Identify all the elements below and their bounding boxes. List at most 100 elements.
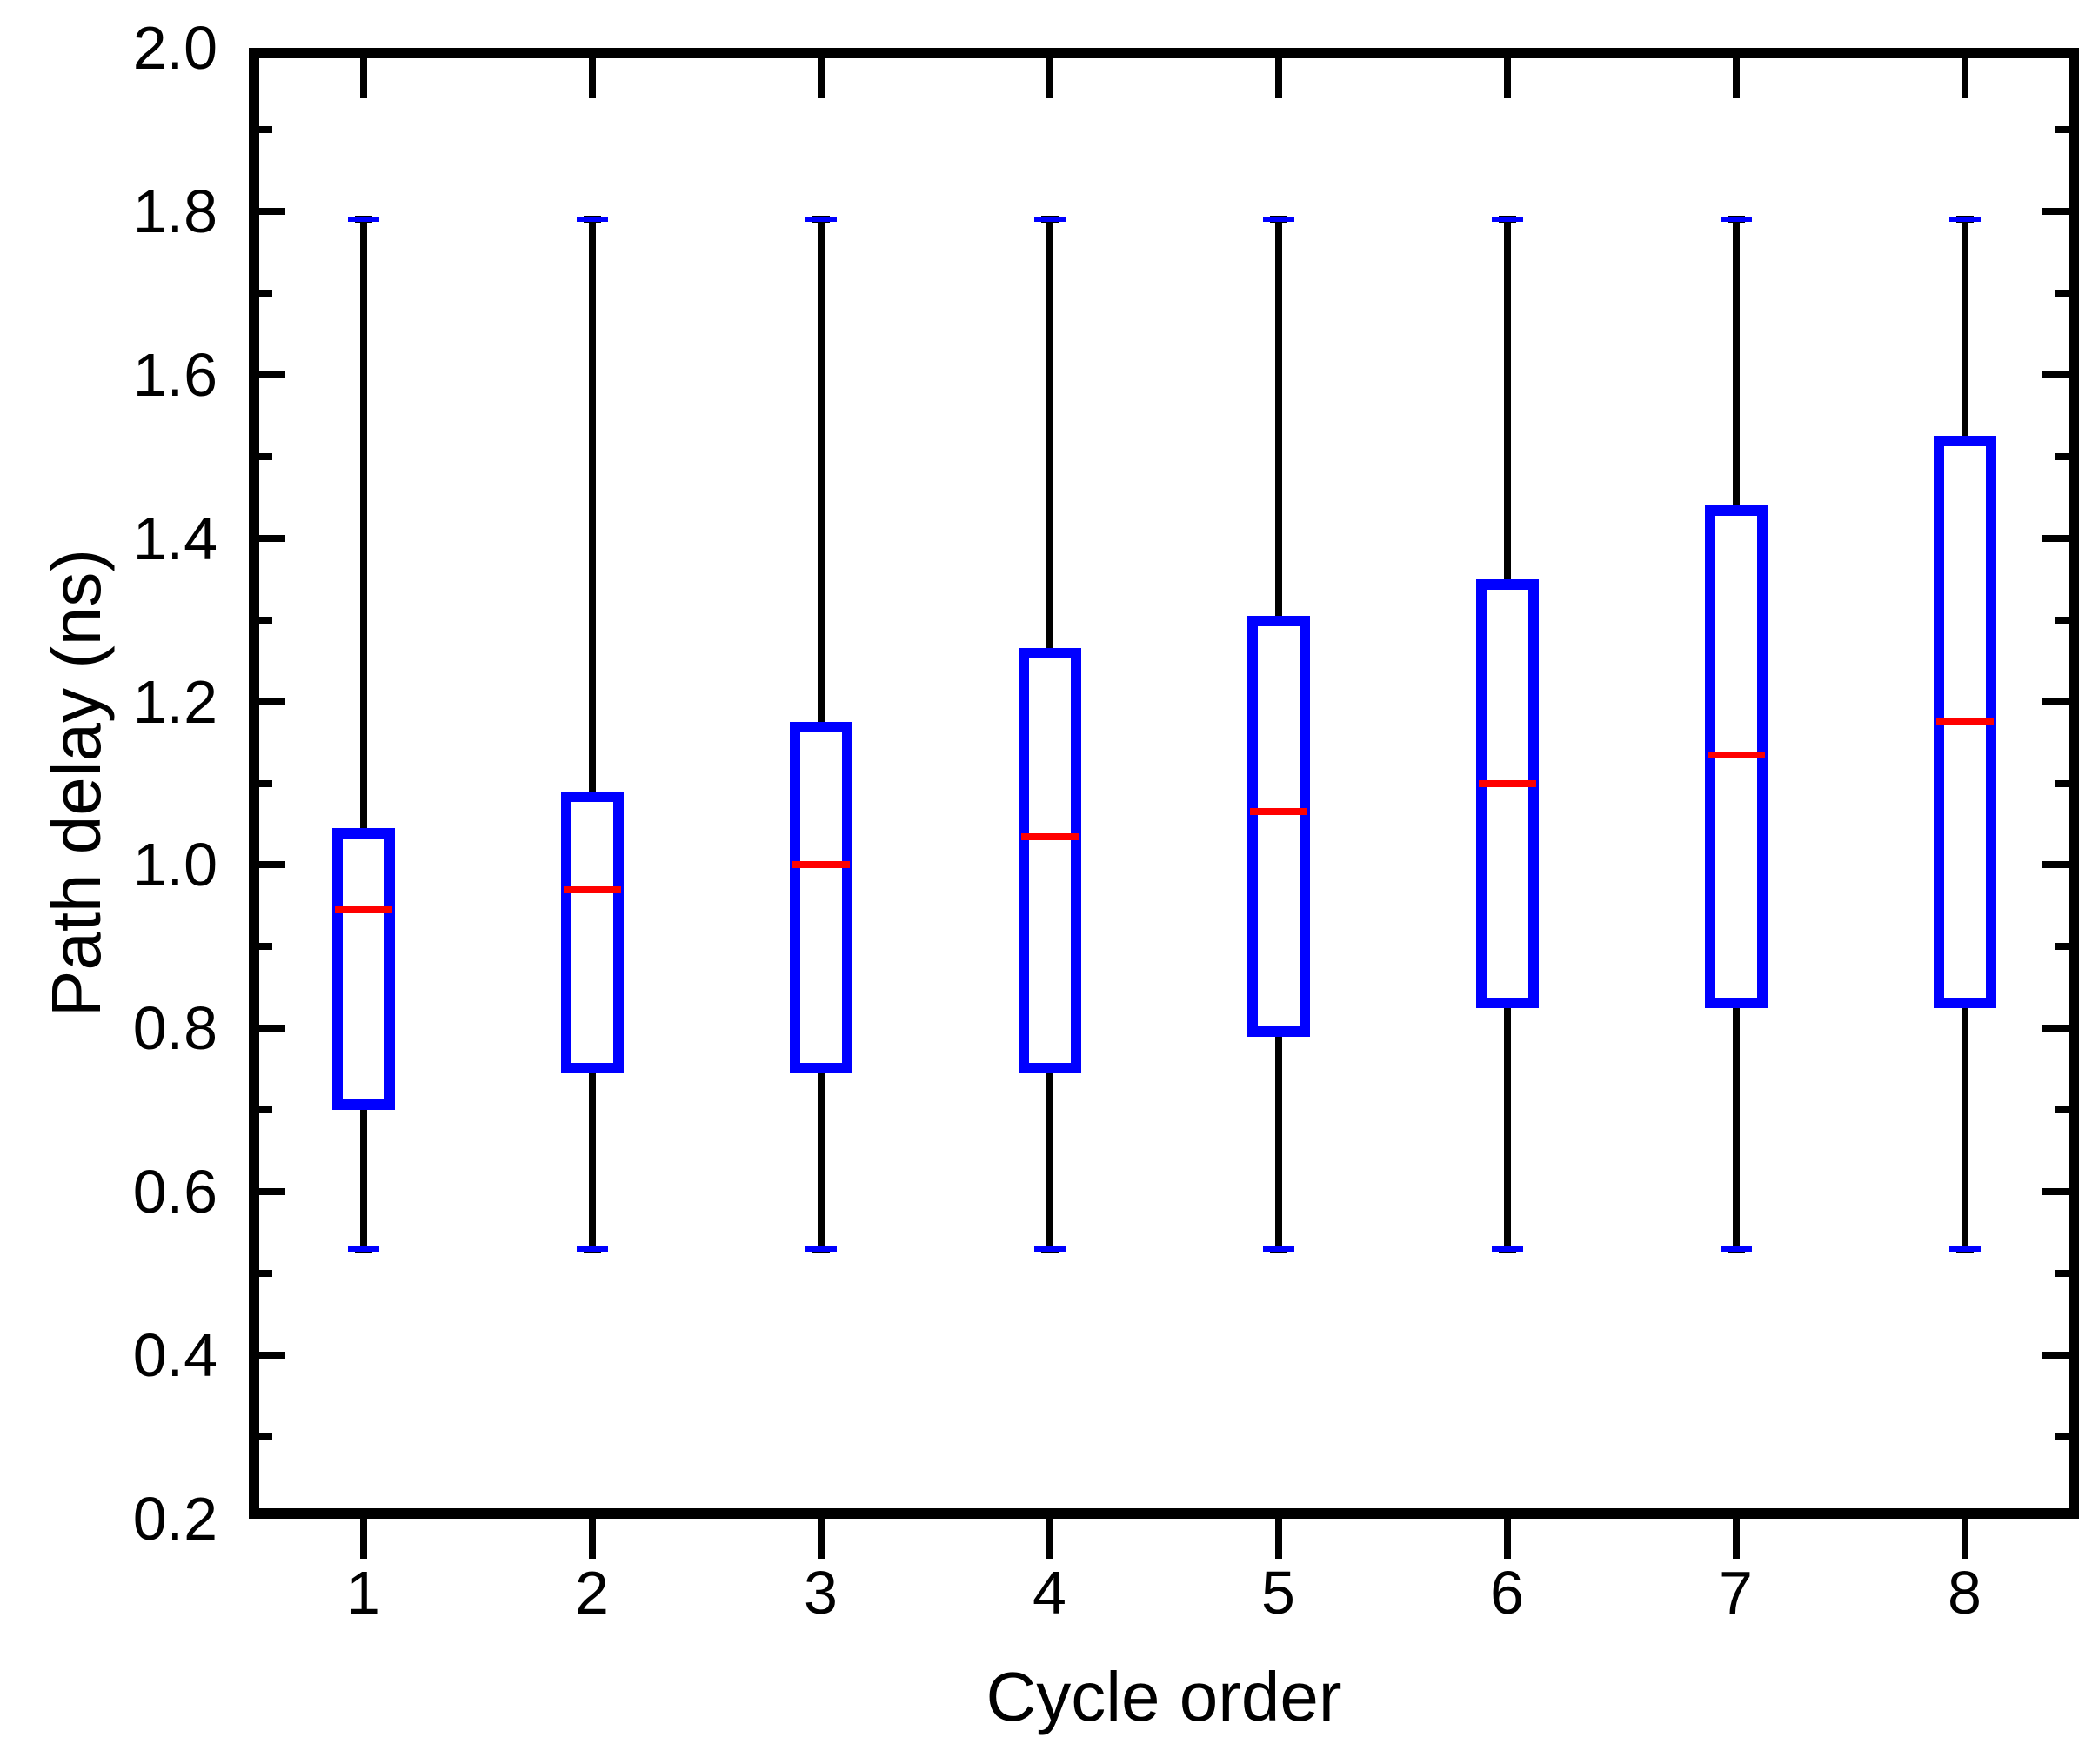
y-axis-minor-tick-left	[259, 1106, 272, 1114]
box	[789, 722, 852, 1073]
lower-whisker-cap	[1033, 1246, 1066, 1252]
x-axis-title: Cycle order	[986, 1658, 1342, 1735]
whisker	[359, 219, 367, 1249]
x-axis-tick-label: 4	[1033, 1559, 1066, 1627]
lower-whisker-cap	[805, 1246, 837, 1252]
x-axis-bottom-tick	[359, 1519, 367, 1559]
median-line	[1478, 779, 1536, 787]
plot-area	[249, 48, 2079, 1519]
y-axis-major-tick-right	[2042, 861, 2069, 869]
y-axis-major-tick-right	[2042, 1025, 2069, 1032]
y-axis-minor-tick-left	[259, 452, 272, 460]
x-axis-bottom-tick	[1732, 1519, 1740, 1559]
x-axis-bottom-tick	[817, 1519, 825, 1559]
x-axis-tick-label: 7	[1719, 1559, 1753, 1627]
y-axis-minor-tick-left	[259, 779, 272, 787]
upper-whisker-cap	[805, 217, 837, 223]
y-axis-tick-label: 1.0	[132, 831, 217, 899]
y-axis-major-tick-left	[259, 534, 285, 542]
x-axis-tick-label: 3	[804, 1559, 838, 1627]
x-axis-top-tick	[817, 58, 825, 98]
x-axis-tick-label: 1	[346, 1559, 380, 1627]
x-axis-top-tick	[1046, 58, 1053, 98]
box	[331, 828, 395, 1111]
y-axis-major-tick-right	[2042, 371, 2069, 378]
median-line	[792, 861, 850, 869]
box	[1018, 648, 1081, 1073]
x-axis-top-tick	[1503, 58, 1511, 98]
y-axis-major-tick-left	[259, 1352, 285, 1360]
y-axis-tick-label: 0.4	[132, 1321, 217, 1390]
y-axis-tick-label: 2.0	[132, 14, 217, 82]
y-axis-minor-tick-left	[259, 1433, 272, 1441]
y-axis-minor-tick-left	[259, 289, 272, 297]
y-axis-major-tick-left	[259, 861, 285, 869]
median-line	[1249, 808, 1307, 816]
lower-whisker-cap	[576, 1246, 608, 1252]
box	[1247, 615, 1310, 1037]
y-axis-major-tick-left	[259, 371, 285, 378]
y-axis-minor-tick-right	[2055, 1433, 2069, 1441]
y-axis-major-tick-right	[2042, 207, 2069, 215]
y-axis-major-tick-left	[259, 207, 285, 215]
y-axis-major-tick-left	[259, 698, 285, 705]
x-axis-tick-label: 6	[1490, 1559, 1524, 1627]
x-axis-bottom-tick	[588, 1519, 596, 1559]
x-axis-bottom-tick	[1274, 1519, 1282, 1559]
y-axis-major-tick-right	[2042, 1188, 2069, 1196]
y-axis-title: Path delay (ns)	[37, 548, 115, 1018]
upper-whisker-cap	[1262, 217, 1294, 223]
y-axis-tick-label: 0.6	[132, 1158, 217, 1226]
y-axis-tick-label: 1.2	[132, 667, 217, 736]
y-axis-minor-tick-left	[259, 943, 272, 951]
median-line	[1935, 718, 1994, 726]
x-axis-top-tick	[588, 58, 596, 98]
y-axis-minor-tick-right	[2055, 452, 2069, 460]
lower-whisker-cap	[1720, 1246, 1752, 1252]
median-line	[563, 885, 621, 893]
y-axis-major-tick-right	[2042, 534, 2069, 542]
y-axis-minor-tick-right	[2055, 779, 2069, 787]
median-line	[334, 906, 392, 914]
upper-whisker-cap	[1948, 217, 1981, 223]
y-axis-minor-tick-left	[259, 616, 272, 624]
axis-frame	[249, 48, 2079, 1519]
x-axis-tick-label: 2	[575, 1559, 609, 1627]
x-axis-top-tick	[1732, 58, 1740, 98]
x-axis-top-tick	[359, 58, 367, 98]
y-axis-tick-label: 1.8	[132, 177, 217, 245]
y-axis-minor-tick-right	[2055, 1270, 2069, 1278]
lower-whisker-cap	[1262, 1246, 1294, 1252]
lower-whisker-cap	[1491, 1246, 1523, 1252]
y-axis-tick-label: 1.6	[132, 340, 217, 409]
y-axis-minor-tick-right	[2055, 616, 2069, 624]
lower-whisker-cap	[347, 1246, 379, 1252]
upper-whisker-cap	[1720, 217, 1752, 223]
y-axis-minor-tick-right	[2055, 289, 2069, 297]
y-axis-minor-tick-right	[2055, 125, 2069, 133]
y-axis-major-tick-left	[259, 1188, 285, 1196]
y-axis-major-tick-left	[259, 1025, 285, 1032]
y-axis-tick-label: 1.4	[132, 504, 217, 572]
upper-whisker-cap	[1491, 217, 1523, 223]
upper-whisker-cap	[347, 217, 379, 223]
y-axis-minor-tick-left	[259, 1270, 272, 1278]
upper-whisker-cap	[576, 217, 608, 223]
x-axis-bottom-tick	[1503, 1519, 1511, 1559]
y-axis-minor-tick-right	[2055, 943, 2069, 951]
x-axis-bottom-tick	[1961, 1519, 1968, 1559]
lower-whisker-cap	[1948, 1246, 1981, 1252]
x-axis-tick-label: 5	[1261, 1559, 1295, 1627]
x-axis-top-tick	[1274, 58, 1282, 98]
x-axis-tick-label: 8	[1948, 1559, 1982, 1627]
x-axis-bottom-tick	[1046, 1519, 1053, 1559]
y-axis-tick-label: 0.2	[132, 1485, 217, 1553]
median-line	[1020, 832, 1079, 840]
box	[1475, 578, 1539, 1008]
x-axis-top-tick	[1961, 58, 1968, 98]
y-axis-major-tick-right	[2042, 1352, 2069, 1360]
upper-whisker-cap	[1033, 217, 1066, 223]
box	[560, 791, 624, 1073]
y-axis-minor-tick-left	[259, 125, 272, 133]
